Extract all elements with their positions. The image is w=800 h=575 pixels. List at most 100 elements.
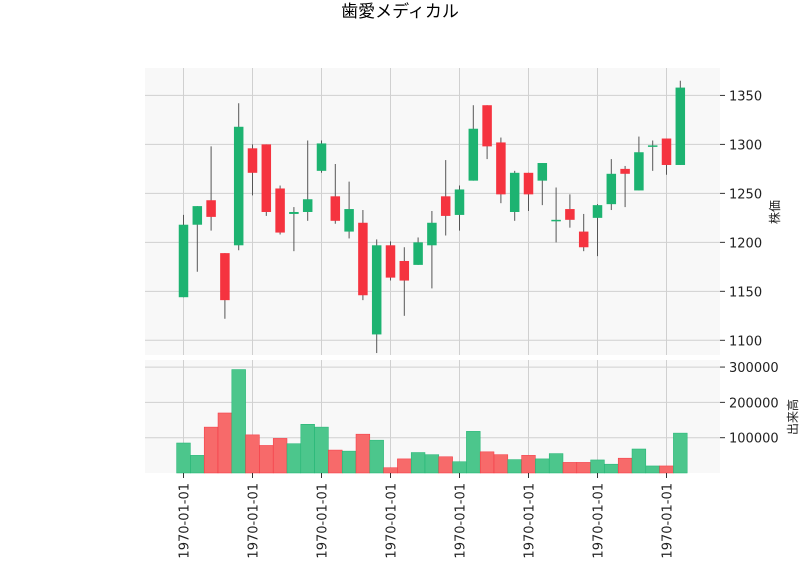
candle-body [206,200,216,217]
volume-bar [231,369,246,474]
candle-body [675,87,686,165]
volume-bar [424,454,440,474]
candle-body [261,144,272,212]
x-tick-label: 1970-01-01 [661,483,676,559]
candle-body [592,205,603,218]
volume-bar [203,426,219,474]
volume-bar [341,450,357,474]
volume-bar [438,456,453,474]
volume-bar [259,445,274,474]
chart-title: 歯愛メディカル [341,1,459,22]
candle-body [661,138,672,165]
candle-body [537,163,548,181]
candle-body [178,224,189,298]
volume-bar [286,443,302,474]
volume-bar [521,455,536,474]
candle-body [316,143,327,171]
candle-body [371,245,382,335]
volume-bar [355,433,371,474]
volume-bar [604,463,619,474]
candle-body [440,196,451,216]
volume-bar [535,458,550,474]
volume-bar [562,462,578,474]
volume-bar [272,438,288,474]
volume-bar [576,462,591,474]
candle-body [385,245,396,278]
volume-bar [548,453,564,474]
x-tick-label: 1970-01-01 [592,483,607,559]
candle-body [413,242,423,265]
volume-bar [466,431,481,474]
price-tick-label: 1150 [729,285,762,300]
volume-bar [645,465,660,474]
volume-bars [176,369,688,474]
volume-bar [300,424,315,474]
volume-axis-label: 出来高 [785,399,800,435]
candle-body [468,128,479,181]
candle-body [289,211,299,214]
price-tick-label: 1100 [729,334,762,349]
volume-bar [659,465,674,474]
volume-bar [673,432,688,474]
x-tick-label: 1970-01-01 [178,483,193,559]
volume-bar [190,455,205,474]
price-axis-label: 株価 [767,200,782,224]
volume-bar [479,451,495,474]
candle-body [220,253,230,301]
candle-body [509,172,520,212]
x-tick-label: 1970-01-01 [385,483,400,559]
x-tick-label: 1970-01-01 [316,483,331,559]
candle-body [620,168,630,174]
price-tick-label: 1300 [729,138,762,153]
volume-tick-label: 200000 [729,396,779,411]
volume-tick-label: 300000 [729,361,779,376]
candles [178,80,686,354]
price-axis: 1100 1150 1200 1250 1300 1350 [720,89,762,349]
volume-bar [245,434,260,474]
volume-bar [328,449,343,474]
candle-body [606,173,617,205]
volume-axis: 100000 200000 300000 [720,361,779,447]
candle-body [358,222,368,296]
candle-body [192,206,203,225]
candle-body [344,209,354,232]
price-tick-label: 1350 [729,89,762,104]
candle-body [578,231,589,248]
candle-body [233,126,244,246]
price-tick-label: 1200 [729,236,762,251]
price-tick-label: 1250 [729,187,762,202]
candle-body [302,199,313,212]
volume-bar [590,459,605,474]
candle-body [482,105,492,147]
volume-bar [493,454,509,474]
candle-body [247,148,258,173]
volume-bar [617,457,633,474]
volume-bar [383,467,398,474]
x-tick-label: 1970-01-01 [247,483,262,559]
x-tick-label: 1970-01-01 [523,483,538,559]
x-axis: 1970-01-01 1970-01-01 1970-01-01 1970-01-01… [178,473,676,559]
candle-body [647,145,658,147]
candle-body [454,189,465,215]
candle-body [634,152,644,191]
volume-bar [452,461,467,474]
candle-body [496,142,506,195]
volume-bar [369,439,384,474]
price-panel [145,68,720,355]
candle-body [275,188,285,233]
volume-bar [314,426,329,474]
volume-bar [410,452,426,474]
volume-tick-label: 100000 [729,432,779,447]
candle-body [399,260,410,281]
candle-body [427,222,437,246]
x-tick-label: 1970-01-01 [454,483,469,559]
volume-bar [397,458,412,474]
volume-bar [507,459,522,474]
volume-bar [176,442,191,474]
candle-body [565,209,575,220]
candle-body [551,219,561,222]
volume-bar [217,412,233,474]
candle-body [330,196,341,221]
candle-body [523,172,534,195]
